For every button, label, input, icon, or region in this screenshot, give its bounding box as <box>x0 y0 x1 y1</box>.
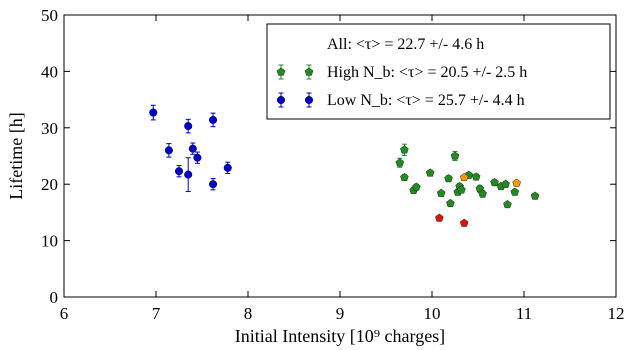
legend-marker <box>276 95 286 105</box>
y-tick-label: 50 <box>41 6 58 25</box>
data-point <box>184 170 193 179</box>
series-3 <box>459 172 521 187</box>
x-axis-title: Initial Intensity [10⁹ charges] <box>235 326 445 346</box>
legend-label: Low N_b: <τ> = 25.7 +/- 4.4 h <box>327 92 525 109</box>
legend-marker <box>304 95 314 105</box>
data-point <box>450 151 460 160</box>
data-point <box>193 153 202 162</box>
data-point <box>510 187 520 196</box>
data-point <box>444 174 453 183</box>
data-point <box>436 188 446 197</box>
data-point <box>478 189 487 198</box>
data-point <box>459 172 469 182</box>
data-point <box>459 218 469 227</box>
data-point <box>164 146 173 155</box>
y-tick-label: 30 <box>41 119 58 138</box>
data-point <box>446 198 455 208</box>
data-point <box>512 178 521 187</box>
series-1 <box>149 104 232 193</box>
y-tick-label: 40 <box>41 62 58 81</box>
x-tick-label: 9 <box>336 304 345 323</box>
data-point <box>400 172 409 182</box>
data-point <box>530 191 540 200</box>
data-point <box>208 115 218 124</box>
data-point <box>395 158 405 167</box>
x-tick-label: 7 <box>152 304 161 323</box>
legend-label: All: <τ> = 22.7 +/- 4.6 h <box>327 36 484 53</box>
x-tick-label: 10 <box>424 304 441 323</box>
data-point <box>425 168 435 177</box>
data-point <box>435 213 444 222</box>
data-point <box>501 179 510 188</box>
data-point <box>400 145 409 154</box>
y-axis-title: Lifetime [h] <box>6 112 26 199</box>
data-point <box>188 144 197 153</box>
data-point <box>208 180 218 189</box>
data-point <box>457 185 466 194</box>
data-point <box>174 167 184 176</box>
x-tick-label: 6 <box>60 304 69 323</box>
series-2 <box>435 213 469 227</box>
legend-box <box>266 23 611 120</box>
data-point <box>149 108 158 117</box>
x-tick-label: 8 <box>244 304 253 323</box>
y-tick-label: 10 <box>41 232 58 251</box>
legend-label: High N_b: <τ> = 20.5 +/- 2.5 h <box>327 64 527 81</box>
plot-layer <box>149 104 540 227</box>
data-point <box>490 178 499 187</box>
legend: All: <τ> = 22.7 +/- 4.6 h High N_b: <τ> =… <box>266 23 611 120</box>
y-tick-label: 20 <box>41 175 58 194</box>
data-point <box>412 182 421 191</box>
data-point <box>471 172 481 181</box>
axis-layer: 6 7 8 9 10 11 12 0 10 20 30 40 50 <box>41 6 625 323</box>
legend-marker <box>304 67 314 76</box>
y-tick-label: 0 <box>50 288 59 307</box>
data-point <box>184 122 193 131</box>
data-point <box>223 163 232 172</box>
data-point <box>503 199 512 209</box>
x-tick-label: 12 <box>608 304 625 323</box>
legend-marker <box>276 67 286 76</box>
series-0 <box>395 143 540 209</box>
x-tick-label: 11 <box>516 304 532 323</box>
